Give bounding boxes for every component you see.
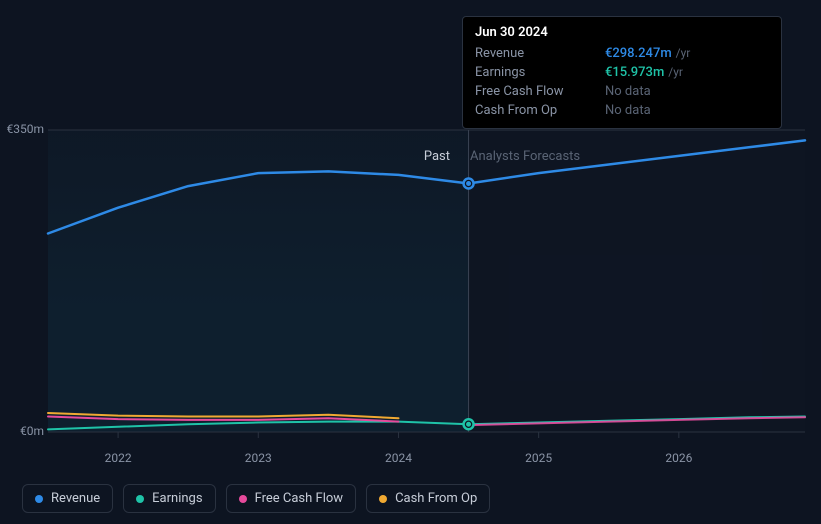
tooltip-row: Cash From OpNo data	[475, 101, 769, 120]
legend-label: Free Cash Flow	[255, 491, 343, 506]
section-label-forecast: Analysts Forecasts	[470, 149, 580, 164]
x-axis-tick-label: 2024	[385, 451, 412, 465]
tooltip-unit: /yr	[676, 46, 691, 60]
legend-label: Earnings	[152, 491, 202, 506]
tooltip-row-label: Cash From Op	[475, 103, 605, 118]
legend-dot-icon	[136, 495, 144, 503]
legend-item-revenue[interactable]: Revenue	[22, 484, 113, 513]
tooltip-row: Revenue€298.247m/yr	[475, 44, 769, 63]
x-axis-tick-label: 2025	[525, 451, 552, 465]
tooltip-unit: /yr	[668, 65, 683, 79]
section-label-past: Past	[400, 149, 450, 164]
tooltip-no-data: No data	[605, 84, 651, 99]
chart-legend: Revenue Earnings Free Cash Flow Cash From O…	[22, 484, 490, 513]
legend-dot-icon	[239, 495, 247, 503]
y-axis-tick-label: €0m	[4, 424, 44, 438]
x-axis-tick-label: 2023	[245, 451, 272, 465]
tooltip-row: Earnings€15.973m/yr	[475, 63, 769, 82]
financial-chart-panel: Jun 30 2024 Revenue€298.247m/yrEarnings€…	[0, 0, 821, 524]
legend-label: Revenue	[51, 491, 100, 506]
legend-item-free-cash-flow[interactable]: Free Cash Flow	[226, 484, 356, 513]
legend-item-earnings[interactable]: Earnings	[123, 484, 215, 513]
tooltip-value: €298.247m	[605, 46, 672, 61]
x-axis-tick-label: 2022	[105, 451, 132, 465]
y-axis-tick-label: €350m	[4, 122, 44, 136]
legend-dot-icon	[35, 495, 43, 503]
legend-dot-icon	[379, 495, 387, 503]
legend-label: Cash From Op	[395, 491, 477, 506]
tooltip-row-label: Free Cash Flow	[475, 84, 605, 99]
tooltip-row: Free Cash FlowNo data	[475, 82, 769, 101]
chart-tooltip: Jun 30 2024 Revenue€298.247m/yrEarnings€…	[462, 16, 782, 129]
tooltip-no-data: No data	[605, 103, 651, 118]
tooltip-rows: Revenue€298.247m/yrEarnings€15.973m/yrFr…	[475, 44, 769, 120]
tooltip-row-label: Earnings	[475, 65, 605, 80]
legend-item-cash-from-op[interactable]: Cash From Op	[366, 484, 490, 513]
tooltip-value: €15.973m	[605, 65, 664, 80]
tooltip-row-label: Revenue	[475, 46, 605, 61]
tooltip-date: Jun 30 2024	[475, 25, 769, 40]
x-axis-tick-label: 2026	[665, 451, 692, 465]
